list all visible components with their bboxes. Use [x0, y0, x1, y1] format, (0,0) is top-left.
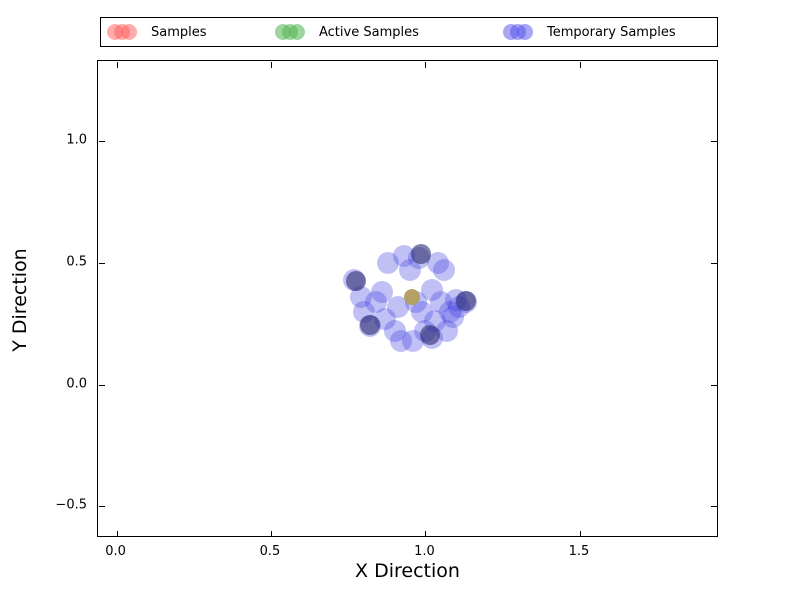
- y-tick-mark: [711, 384, 717, 386]
- scatter-marker-icon: [503, 23, 539, 41]
- temporary-samples-dark-point: [455, 290, 476, 311]
- x-tick-mark: [425, 62, 427, 68]
- legend-label: Samples: [151, 24, 207, 40]
- x-tick-mark: [425, 531, 427, 537]
- temporary-samples-point: [377, 251, 400, 274]
- temporary-samples-point: [402, 329, 425, 352]
- temporary-samples-point: [436, 320, 459, 343]
- temporary-samples-point: [365, 290, 388, 313]
- legend-entry-samples: Samples: [107, 23, 275, 41]
- legend-entry-temporary-samples: Temporary Samples: [503, 23, 676, 41]
- x-tick-mark: [116, 531, 118, 537]
- x-tick-label: 1.5: [568, 544, 590, 559]
- legend-dot: [121, 24, 137, 40]
- y-tick-mark: [99, 262, 105, 264]
- x-tick-mark: [271, 531, 272, 537]
- temporary-samples-point: [439, 300, 462, 323]
- temporary-samples-point: [442, 305, 465, 328]
- temporary-samples-point: [371, 281, 394, 304]
- temporary-samples-point: [433, 259, 456, 282]
- x-tick-label: 0.0: [105, 544, 126, 559]
- temporary-samples-point: [392, 244, 415, 267]
- temporary-samples-dark-point: [345, 271, 366, 292]
- y-axis-label: Y Direction: [9, 248, 31, 352]
- temporary-samples-point: [411, 300, 434, 323]
- y-tick-label: 0.0: [66, 376, 87, 392]
- y-tick-mark: [99, 384, 105, 386]
- y-tick-mark: [711, 262, 717, 264]
- temporary-samples-point: [426, 251, 449, 274]
- temporary-samples-dark-point: [359, 315, 380, 336]
- temporary-samples-point: [386, 295, 409, 318]
- legend-label: Active Samples: [319, 24, 419, 40]
- x-tick-label: 1.0: [414, 544, 435, 559]
- y-tick-label: 0.5: [66, 254, 87, 270]
- legend-label: Temporary Samples: [547, 24, 676, 40]
- y-tick-label: −0.5: [55, 497, 87, 513]
- center-sample-point: [403, 289, 420, 306]
- temporary-samples-dark-point: [420, 324, 441, 345]
- y-tick-label: 1.0: [66, 132, 87, 148]
- scatter-marker-icon: [107, 23, 143, 41]
- legend: Samples Active Samples Temporary Samples: [100, 17, 718, 47]
- x-tick-label: 0.5: [259, 544, 281, 559]
- legend-entry-active-samples: Active Samples: [275, 23, 503, 41]
- temporary-samples-point: [429, 290, 452, 313]
- y-tick-mark: [99, 141, 105, 143]
- x-tick-mark: [116, 62, 118, 68]
- x-tick-mark: [579, 531, 581, 537]
- temporary-samples-point: [349, 286, 372, 309]
- legend-dot: [517, 24, 533, 40]
- temporary-samples-point: [383, 320, 406, 343]
- y-tick-mark: [99, 506, 105, 508]
- x-axis-label: X Direction: [355, 560, 460, 582]
- y-tick-mark: [711, 141, 717, 143]
- temporary-samples-dark-point: [410, 244, 431, 265]
- y-tick-mark: [711, 506, 717, 508]
- scatter-marker-icon: [275, 23, 311, 41]
- temporary-samples-point: [420, 278, 443, 301]
- temporary-samples-point: [399, 259, 422, 282]
- plot-area: [97, 60, 718, 537]
- legend-dot: [289, 24, 305, 40]
- x-tick-mark: [271, 62, 272, 68]
- temporary-samples-point: [389, 329, 412, 352]
- x-tick-mark: [579, 62, 581, 68]
